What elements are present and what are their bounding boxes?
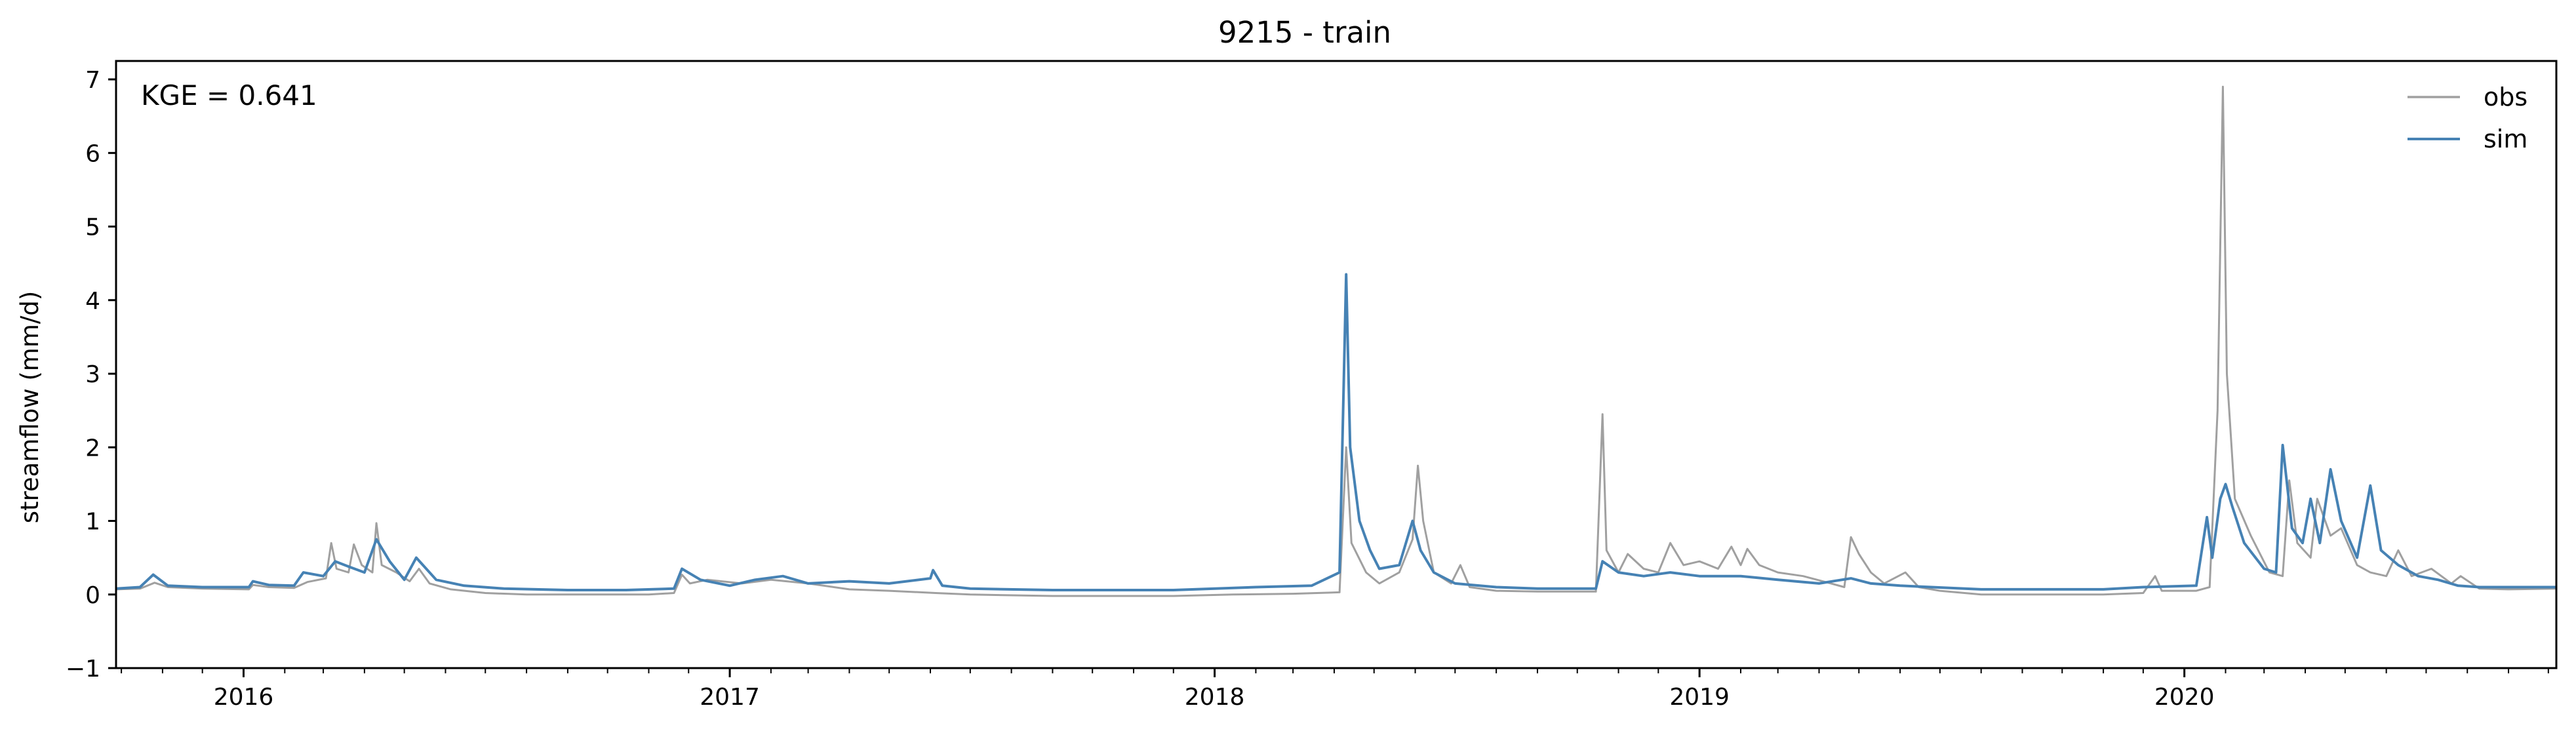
plot-frame [115,60,2558,669]
y-tick-label-2: 1 [85,509,100,536]
y-tick-label-6: 5 [85,214,100,241]
x-tick-label-2019: 2019 [1669,684,1730,711]
series-line-obs [115,85,2557,597]
y-tick-label-5: 4 [85,288,100,315]
x-tick-label-2018: 2018 [1185,684,1245,711]
x-tick-label-2020: 2020 [2154,684,2215,711]
plot-area: −1 0 1 2 3 4 5 6 7 2016 2017 2018 2019 2020 [66,67,2557,711]
series-line-sim [115,273,2556,591]
legend-label-sim: sim [2484,125,2527,153]
y-tick-label-0: −1 [66,656,100,683]
y-axis-label: streamflow (mm/d) [16,291,44,524]
y-tick-label-8: 7 [85,67,100,94]
x-tick-label-2017: 2017 [700,684,760,711]
chart-title: 9215 - train [1218,15,1391,50]
y-tick-label-3: 2 [85,435,100,462]
y-tick-label-7: 6 [85,140,100,167]
y-tick-label-1: 0 [85,582,100,609]
legend: obs sim [2408,83,2527,153]
legend-label-obs: obs [2484,83,2527,111]
y-tick-label-4: 3 [85,361,100,388]
kge-annotation: KGE = 0.641 [141,79,317,111]
x-tick-label-2016: 2016 [214,684,274,711]
